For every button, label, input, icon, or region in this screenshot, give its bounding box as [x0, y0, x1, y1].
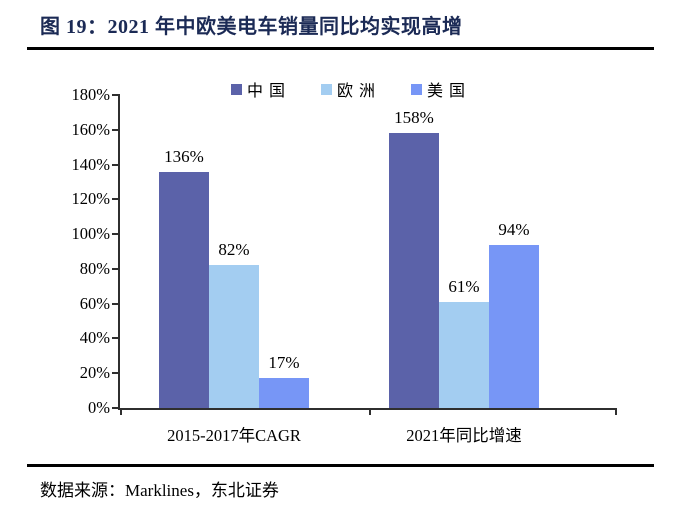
y-axis-tick-label: 140% [71, 154, 111, 174]
bar-欧洲-2015-2017年CAGR [209, 265, 259, 408]
bar-美国-2015-2017年CAGR [259, 378, 309, 408]
data-source-text: 数据来源：Marklines，东北证券 [40, 481, 279, 500]
bar-value-label: 82% [218, 240, 250, 259]
legend-item: 欧洲 [321, 77, 381, 101]
y-axis-tick-label: 20% [79, 363, 110, 383]
figure-title: 图 19：2021 年中欧美电车销量同比均实现高增 [40, 16, 463, 38]
x-axis-tick [120, 409, 122, 415]
chart-legend: 中国 欧洲 美国 [231, 77, 471, 101]
legend-swatch-icon [411, 83, 423, 95]
bar-美国-2021年同比增速 [489, 245, 539, 408]
y-axis-tick [112, 337, 120, 340]
bar-中国-2021年同比增速 [389, 133, 439, 408]
y-axis-tick-label: 160% [71, 119, 111, 139]
bar-value-label: 136% [164, 147, 204, 166]
legend-label: 美国 [427, 83, 472, 100]
legend-label: 中国 [247, 83, 292, 100]
y-axis-tick [112, 233, 120, 236]
legend-item: 美国 [411, 77, 471, 101]
y-axis-tick-label: 0% [88, 398, 110, 417]
y-axis-tick-label: 60% [79, 293, 110, 313]
x-category-label: 2021年同比增速 [406, 426, 522, 445]
bar-value-label: 158% [394, 108, 434, 127]
y-axis-tick-label: 180% [71, 85, 111, 104]
legend-swatch-icon [231, 83, 242, 95]
bar-value-label: 61% [448, 277, 480, 296]
y-axis-tick-label: 100% [71, 224, 111, 244]
footer-divider-line [27, 464, 654, 467]
bar-中国-2015-2017年CAGR [159, 172, 209, 408]
y-axis-tick-label: 80% [79, 258, 110, 278]
y-axis-tick-label: 120% [71, 189, 111, 209]
legend-label: 欧洲 [337, 83, 382, 100]
y-axis-tick [112, 407, 120, 409]
title-divider-line [27, 47, 654, 50]
bar-value-label: 17% [268, 353, 300, 372]
x-axis-tick [615, 409, 617, 415]
legend-swatch-icon [321, 83, 333, 95]
y-axis-tick [112, 372, 120, 375]
x-axis-tick [368, 409, 371, 415]
y-axis-tick [112, 128, 120, 131]
y-axis-tick [112, 198, 120, 201]
y-axis-tick [112, 267, 120, 270]
y-axis-tick-label: 40% [79, 328, 110, 348]
bar-欧洲-2021年同比增速 [439, 302, 489, 408]
plot-area: 0% 20% 40% 60% 80% 100% 120% 140% 160% 180% 136% 82… [72, 85, 617, 445]
y-axis-tick [112, 163, 120, 166]
y-axis-tick [112, 94, 120, 96]
x-category-label: 2015-2017年CAGR [167, 426, 301, 445]
legend-item: 中国 [231, 77, 291, 101]
bar-value-label: 94% [498, 220, 530, 239]
y-axis-tick [112, 302, 120, 305]
